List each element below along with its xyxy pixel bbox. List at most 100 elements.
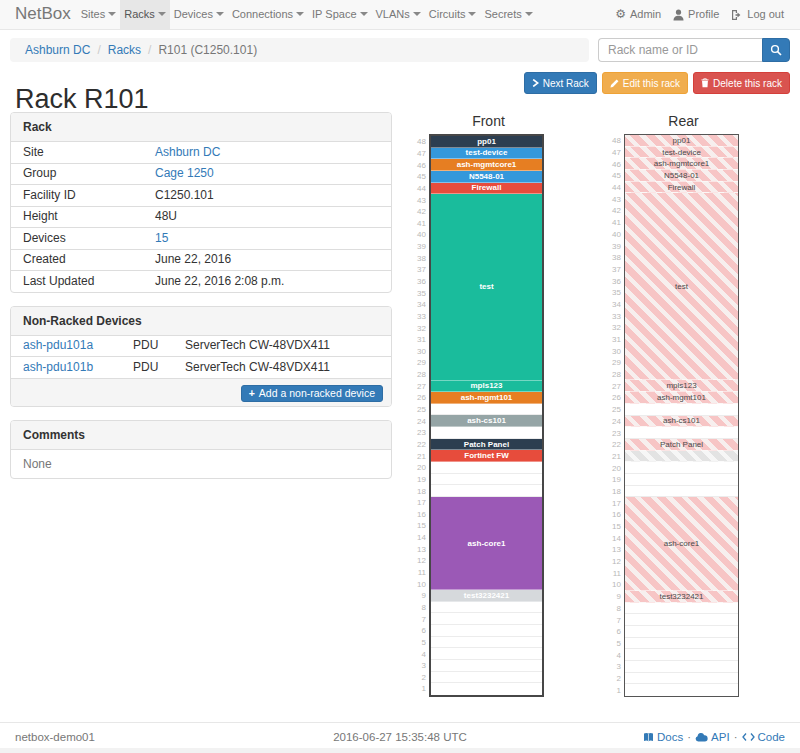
unit-numbers: 4847464544434241403938373635343332313029… [608,134,624,697]
rack-unit-empty[interactable] [431,485,542,497]
rack-unit-empty[interactable] [431,404,542,416]
comments-body: None [11,450,391,478]
nav-item-sites[interactable]: Sites [77,0,120,29]
rack-info-value: 48U [155,209,177,223]
nav-item-racks[interactable]: Racks [120,0,170,29]
device-firewall[interactable]: Firewall [431,183,542,195]
brand[interactable]: NetBox [0,0,77,29]
edit-this-rack-button[interactable]: Edit this rack [602,72,688,94]
device-patch-panel[interactable]: Patch Panel [431,439,542,451]
rack-unit-empty[interactable] [431,462,542,474]
plus-icon: + [249,387,255,399]
device-mpls123[interactable]: mpls123 [625,380,738,392]
breadcrumb-item[interactable]: Racks [108,43,141,57]
caret-down-icon [158,12,166,16]
device-fortinet-fw[interactable] [625,451,738,463]
rack-info-value[interactable]: Cage 1250 [155,166,214,180]
rack-unit-empty[interactable] [625,684,738,696]
rack-unit-empty[interactable] [431,660,542,672]
rack-info-value[interactable]: Ashburn DC [155,145,220,159]
rack-unit-empty[interactable] [625,474,738,486]
breadcrumb-separator: / [148,43,151,57]
device-test[interactable]: test [431,194,542,380]
rack-unit-empty[interactable] [625,603,738,615]
rack-unit-empty[interactable] [431,602,542,614]
rack-box-front: pp01test-deviceash-mgmtcore1N5548-01Fire… [429,134,544,697]
nav-item-admin[interactable]: ⚙Admin [609,0,667,29]
device-test-device[interactable]: test-device [625,147,738,159]
footer-separator: · [734,731,738,743]
non-racked-panel: Non-Racked Devices ash-pdu101aPDUServerT… [10,306,392,407]
chevron-right-icon [532,79,539,87]
rack-unit-empty[interactable] [625,638,738,650]
rack-unit-empty[interactable] [431,683,542,695]
navbar: NetBox SitesRacksDevicesConnectionsIP Sp… [0,0,800,30]
device-mpls123[interactable]: mpls123 [431,381,542,393]
rack-unit-empty[interactable] [431,625,542,637]
nav-item-vlans[interactable]: VLANs [372,0,425,29]
rack-unit-empty[interactable] [625,626,738,638]
nav-item-ip-space[interactable]: IP Space [308,0,371,29]
device-fortinet-fw[interactable]: Fortinet FW [431,450,542,462]
rack-unit-empty[interactable] [625,486,738,498]
rack-unit-empty[interactable] [625,614,738,626]
rack-info-row: Height48U [11,206,391,228]
footer-separator: · [687,731,691,743]
add-non-racked-device-button[interactable]: +Add a non-racked device [241,385,383,402]
search-button[interactable] [762,38,790,62]
device-ash-mgmtcore1[interactable]: ash-mgmtcore1 [431,159,542,171]
caret-down-icon [216,12,224,16]
rack-info-label: Facility ID [11,185,143,207]
rack-unit-empty[interactable] [625,673,738,685]
search-input[interactable] [598,38,762,62]
rack-unit-empty[interactable] [625,404,738,416]
rack-info-value[interactable]: 15 [155,231,168,245]
footer-link-code[interactable]: Code [742,731,786,743]
rack-unit-empty[interactable] [625,649,738,661]
device-test[interactable]: test [625,193,738,380]
breadcrumb-item[interactable]: Ashburn DC [25,43,90,57]
rack-unit-empty[interactable] [431,672,542,684]
device-test-device[interactable]: test-device [431,148,542,160]
device-firewall[interactable]: Firewall [625,182,738,194]
device-ash-mgmtcore1[interactable]: ash-mgmtcore1 [625,158,738,170]
nav-item-connections[interactable]: Connections [228,0,308,29]
device-ash-core1[interactable]: ash-core1 [431,497,542,590]
device-ash-cs101[interactable]: ash-cs101 [625,416,738,428]
device-test3232421[interactable]: test3232421 [431,590,542,602]
trash-icon [701,78,709,88]
footer-link-docs[interactable]: Docs [643,731,683,743]
device-ash-cs101[interactable]: ash-cs101 [431,415,542,427]
device-link[interactable]: ash-pdu101a [23,338,93,352]
rack-unit-empty[interactable] [625,661,738,673]
rack-unit-empty[interactable] [431,648,542,660]
next-rack-button[interactable]: Next Rack [524,72,597,94]
rack-unit-empty[interactable] [431,427,542,439]
nav-item-secrets[interactable]: Secrets [480,0,536,29]
footer-link-api[interactable]: API [695,731,730,743]
device-role: PDU [121,357,173,378]
device-ash-core1[interactable]: ash-core1 [625,497,738,591]
rack-unit-empty[interactable] [625,462,738,474]
code-icon [742,732,755,742]
nav-item-devices[interactable]: Devices [170,0,228,29]
device-link[interactable]: ash-pdu101b [23,360,93,374]
rack-unit-empty[interactable] [431,474,542,486]
rack-unit-empty[interactable] [625,427,738,439]
device-ash-mgmt101[interactable]: ash-mgmt101 [625,392,738,404]
nav-item-profile[interactable]: Profile [667,0,725,29]
device-pp01[interactable]: pp01 [431,136,542,148]
delete-this-rack-button[interactable]: Delete this rack [693,72,790,94]
rack-unit-empty[interactable] [431,637,542,649]
device-patch-panel[interactable]: Patch Panel [625,439,738,451]
device-test3232421[interactable]: test3232421 [625,591,738,603]
device-pp01[interactable]: pp01 [625,135,738,147]
rack-info-row: Devices15 [11,228,391,250]
nav-item-log-out[interactable]: Log out [725,0,790,29]
caret-down-icon [108,12,116,16]
rack-unit-empty[interactable] [431,613,542,625]
device-n5548-01[interactable]: N5548-01 [625,170,738,182]
nav-item-circuits[interactable]: Circuits [425,0,481,29]
device-n5548-01[interactable]: N5548-01 [431,171,542,183]
device-ash-mgmt101[interactable]: ash-mgmt101 [431,392,542,404]
